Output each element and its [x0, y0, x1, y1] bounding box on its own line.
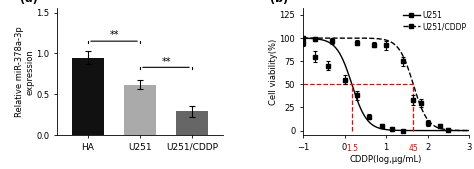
Legend: U251, U251/CDDP: U251, U251/CDDP [403, 11, 467, 31]
Bar [73, 57, 104, 135]
Text: (b): (b) [270, 0, 288, 4]
Bar [125, 84, 155, 135]
Text: 45: 45 [409, 143, 418, 153]
Text: 1.5: 1.5 [346, 143, 358, 153]
Y-axis label: Cell viability(%): Cell viability(%) [269, 39, 278, 105]
Text: (a): (a) [20, 0, 38, 4]
Text: **: ** [109, 30, 119, 40]
Text: **: ** [161, 56, 171, 67]
X-axis label: CDDP(log,μg/mL): CDDP(log,μg/mL) [350, 155, 422, 164]
Bar [176, 112, 208, 135]
Y-axis label: Relative miR-378a-3p
expression: Relative miR-378a-3p expression [15, 27, 35, 117]
